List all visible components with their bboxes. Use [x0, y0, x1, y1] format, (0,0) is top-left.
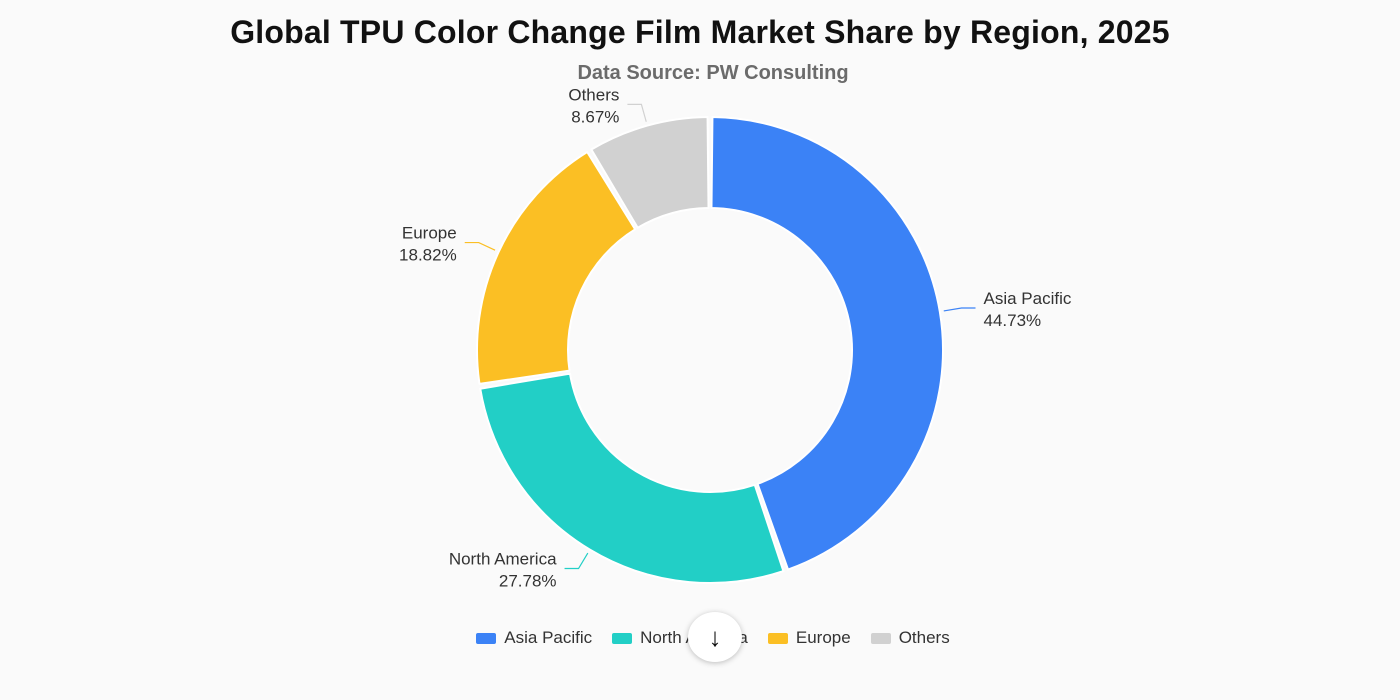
slice-value-europe: 18.82%: [399, 246, 457, 265]
leader-line-asia-pacific: [943, 307, 976, 312]
slice-asia-pacific[interactable]: [710, 116, 944, 571]
leader-line-others: [627, 103, 647, 122]
legend-label-others: Others: [898, 628, 950, 647]
legend-swatch-north-america: [612, 632, 633, 644]
scroll-down-button[interactable]: ↓: [688, 612, 742, 662]
legend-item-asia-pacific[interactable]: Asia Pacific: [476, 628, 592, 648]
legend-label-asia-pacific: Asia Pacific: [504, 628, 593, 647]
slice-north-america[interactable]: [479, 372, 785, 584]
leader-line-north-america: [564, 552, 589, 570]
leader-line-europe: [464, 241, 496, 251]
slice-europe[interactable]: [476, 151, 637, 385]
legend-swatch-europe: [767, 632, 788, 644]
chart-title: Global TPU Color Change Film Market Shar…: [230, 14, 1170, 50]
legend-swatch-others: [870, 632, 891, 644]
slice-value-north-america: 27.78%: [499, 572, 557, 591]
slice-label-others: Others: [568, 85, 619, 104]
legend-item-others[interactable]: Others: [870, 628, 950, 648]
legend-label-europe: Europe: [795, 628, 851, 647]
slice-value-asia-pacific: 44.73%: [984, 311, 1042, 330]
legend-item-europe[interactable]: Europe: [767, 628, 851, 648]
legend-swatch-asia-pacific: [476, 632, 497, 644]
arrow-down-icon: ↓: [708, 621, 722, 652]
slice-label-europe: Europe: [402, 224, 457, 243]
slice-label-asia-pacific: Asia Pacific: [984, 289, 1072, 308]
slice-label-north-america: North America: [449, 550, 557, 569]
chart-subtitle: Data Source: PW Consulting: [577, 62, 849, 84]
slice-value-others: 8.67%: [571, 107, 619, 126]
slice-others[interactable]: [590, 116, 710, 229]
